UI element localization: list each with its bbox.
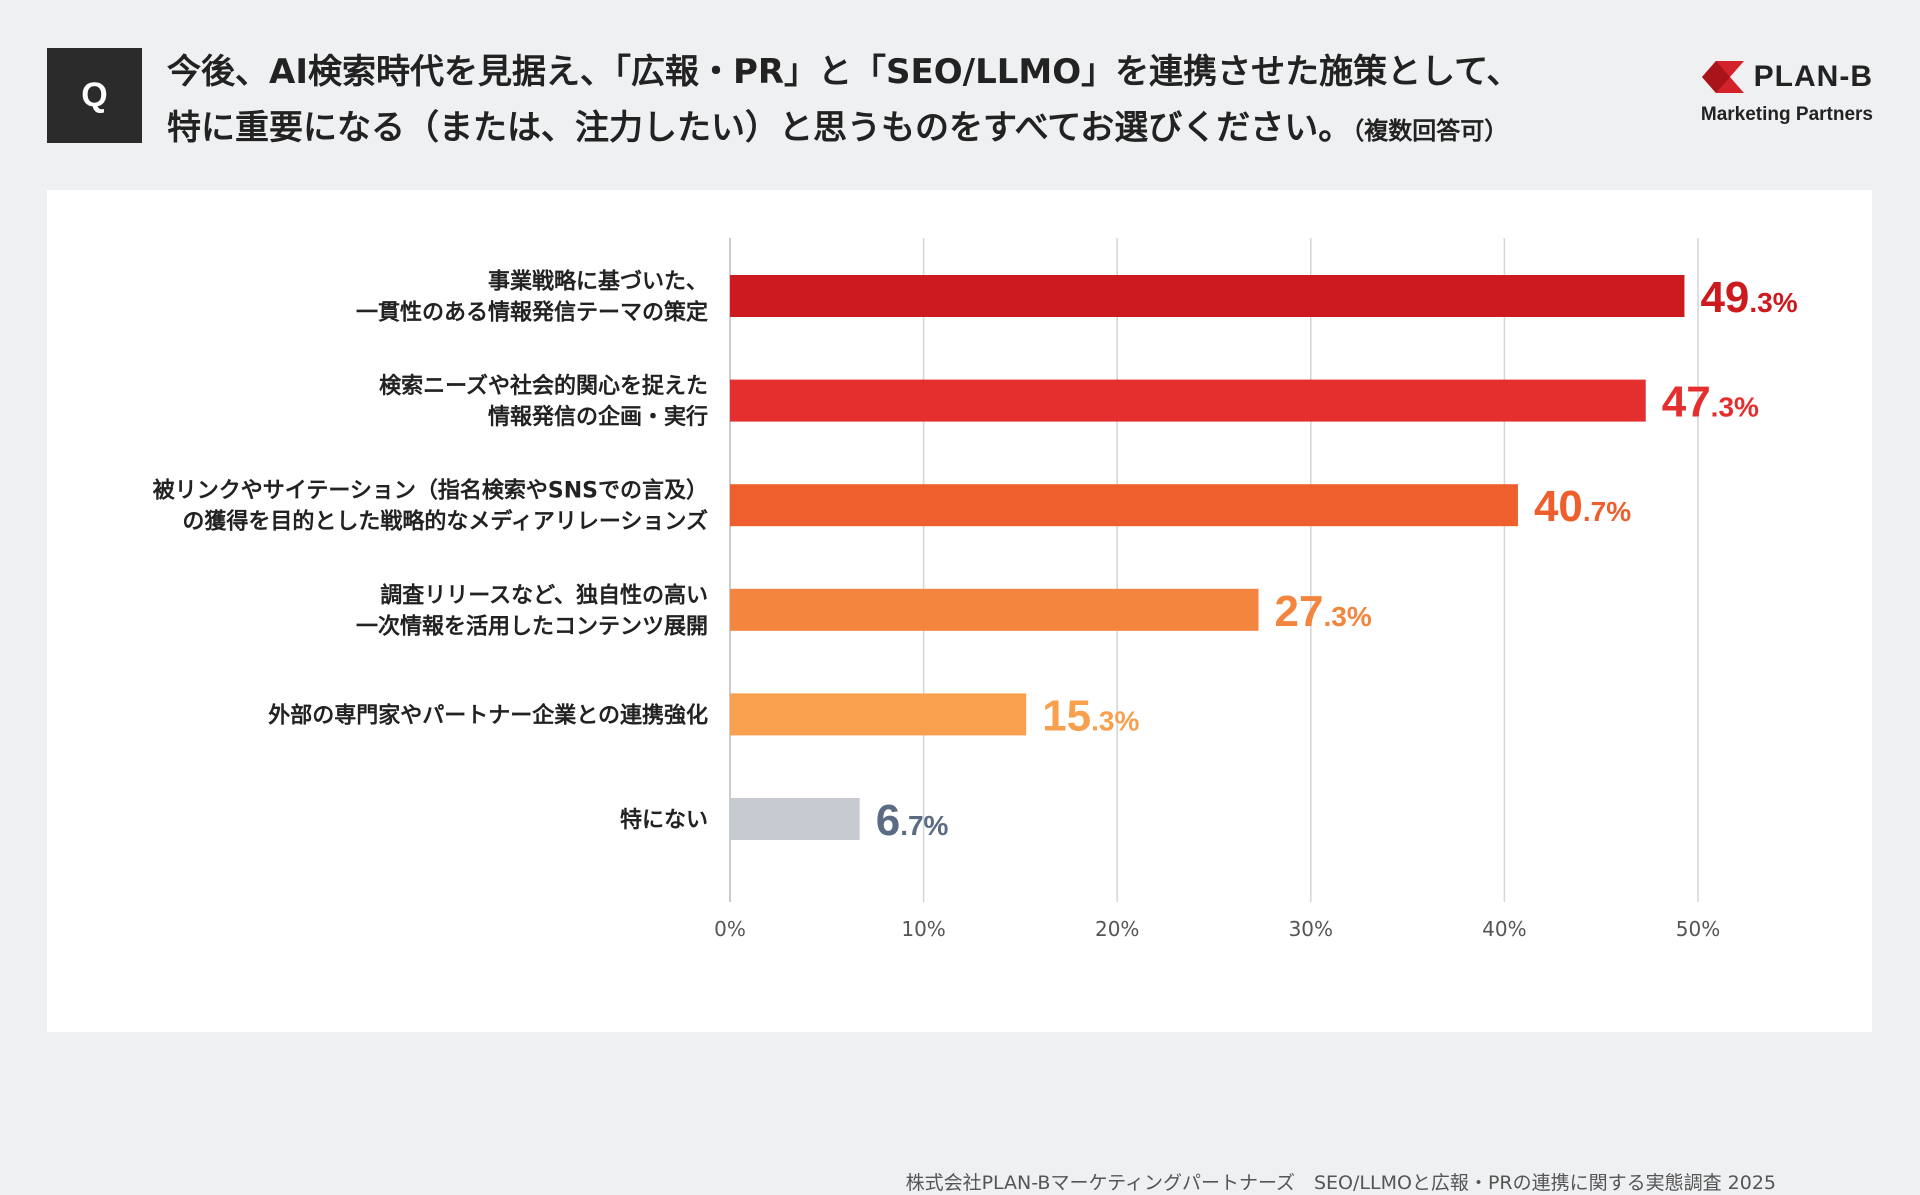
data-label: 49.3% [1700,273,1797,322]
question-line-1: 今後、AI検索時代を見据え、「広報・PR」と「SEO/LLMO」を連携させた施策… [167,52,1521,92]
data-label: 40.7% [1534,482,1631,531]
bar [730,693,1027,736]
logo-mark-icon [1701,61,1744,93]
x-tick-label: 40% [1482,917,1526,941]
question-badge: Q [47,48,142,143]
category-label: 外部の専門家やパートナー企業との連携強化 [268,702,708,728]
category-label: 特にない [620,807,708,833]
bar [730,588,1259,631]
data-label: 15.3% [1042,691,1139,740]
brand-logo: PLAN-B Marketing Partners [1673,60,1873,132]
category-label: 事業戦略に基づいた、 [488,269,708,295]
category-label: 一貫性のある情報発信テーマの策定 [356,300,708,326]
category-label: 検索ニーズや社会的関心を捉えた [379,373,708,399]
logo-name: PLAN-B [1753,60,1873,93]
x-tick-label: 10% [901,917,945,941]
question-line-2: 特に重要になる（または、注力したい）と思うものをすべてお選びください。（複数回答… [167,100,1587,159]
logo-subtitle: Marketing Partners [1700,104,1873,125]
bar [730,379,1646,422]
category-label: 情報発信の企画・実行 [488,404,708,430]
source-note: 株式会社PLAN-Bマーケティングパートナーズ SEO/LLMOと広報・PRの連… [905,1172,1776,1194]
bar [730,484,1518,527]
x-tick-label: 30% [1289,917,1333,941]
question-text: 今後、AI検索時代を見据え、「広報・PR」と「SEO/LLMO」を連携させた施策… [167,44,1587,159]
question-line-2-main: 特に重要になる（または、注力したい）と思うものをすべてお選びください。 [167,108,1353,148]
data-label: 6.7% [876,796,949,845]
category-label: 一次情報を活用したコンテンツ展開 [356,613,708,639]
bar [730,275,1685,317]
x-tick-label: 0% [714,917,746,941]
x-tick-label: 50% [1676,917,1720,941]
category-label: 被リンクやサイテーション（指名検索やSNSでの言及） [153,478,708,504]
bar-chart: 0% 10% 20% 30% 40% 50% 事業戦略に基づいた、一貫性のある情報発信テーマ… [153,238,1798,941]
category-label: の獲得を目的とした戦略的なメディアリレーションズ [182,509,708,535]
x-tick-label: 20% [1095,917,1139,941]
data-label: 47.3% [1662,378,1759,427]
bar [730,798,860,840]
data-label: 27.3% [1275,587,1372,636]
category-label: 調査リリースなど、独自性の高い [380,582,708,608]
question-note: （複数回答可） [1352,117,1509,145]
chart-panel: 0% 10% 20% 30% 40% 50% 事業戦略に基づいた、一貫性のある情報発信テーマ… [47,190,1872,1194]
